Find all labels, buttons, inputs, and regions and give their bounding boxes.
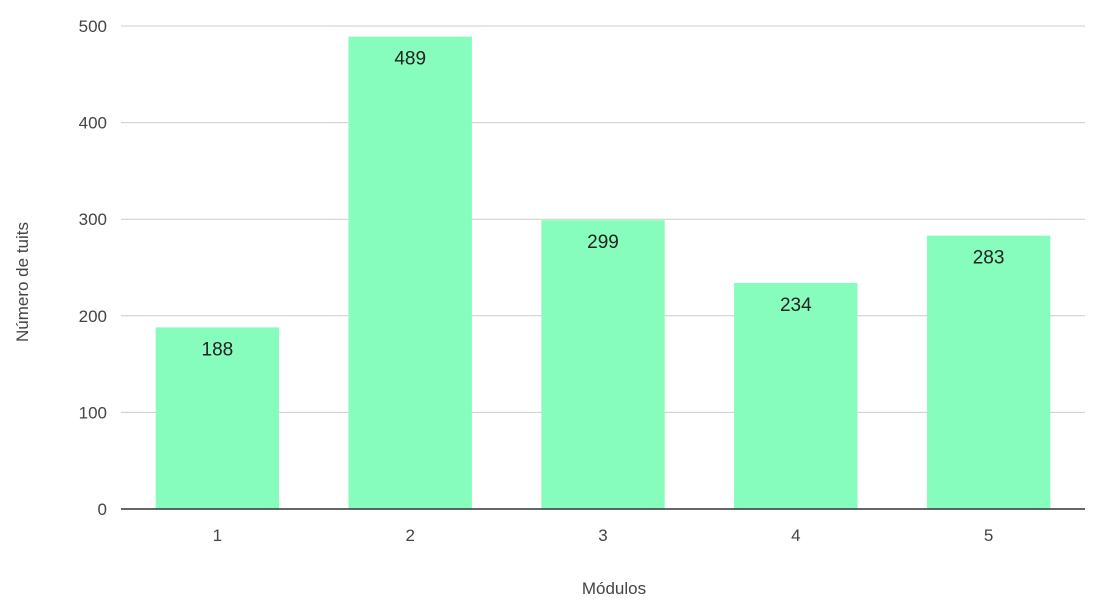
- bar: [155, 327, 280, 509]
- grid-lines: [121, 25, 1085, 413]
- data-label: 188: [202, 339, 234, 360]
- data-label: 283: [973, 248, 1005, 269]
- x-axis-title: Módulos: [582, 579, 646, 598]
- x-tick-label: 4: [791, 526, 800, 545]
- x-tick-label: 2: [405, 526, 414, 545]
- y-tick-label: 200: [79, 307, 107, 326]
- x-tick-label: 3: [598, 526, 607, 545]
- bar: [348, 36, 472, 509]
- bars: [155, 36, 1051, 509]
- bar: [541, 220, 665, 509]
- data-label: 489: [394, 49, 426, 70]
- y-axis-title: Número de tuits: [13, 222, 32, 342]
- data-labels: 188 489 299 234 283: [202, 49, 1005, 361]
- y-tick-label: 100: [79, 403, 107, 422]
- x-tick-label: 1: [213, 526, 222, 545]
- x-tick-labels: 1 2 3 4 5: [213, 526, 994, 545]
- bar: [926, 235, 1051, 509]
- y-tick-label: 0: [98, 500, 107, 519]
- y-tick-labels: 0 100 200 300 400 500: [79, 17, 107, 519]
- bar: [734, 282, 858, 509]
- data-label: 299: [587, 232, 619, 253]
- y-tick-label: 500: [79, 17, 107, 36]
- y-tick-label: 400: [79, 114, 107, 133]
- data-label: 234: [780, 295, 812, 316]
- x-tick-label: 5: [984, 526, 993, 545]
- y-tick-label: 300: [79, 210, 107, 229]
